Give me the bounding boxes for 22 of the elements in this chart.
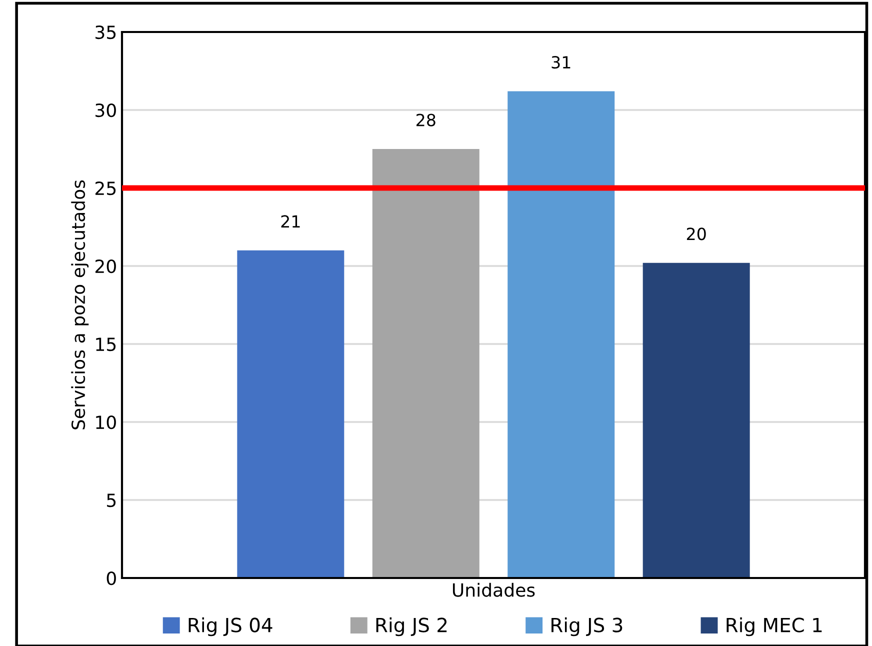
y-tick-label: 25 bbox=[95, 181, 116, 196]
bar bbox=[642, 262, 750, 578]
y-tick-label: 35 bbox=[96, 25, 116, 40]
data-label: 28 bbox=[416, 114, 436, 126]
y-tick-label: 30 bbox=[96, 103, 116, 118]
y-tick-label: 10 bbox=[96, 415, 116, 430]
data-label: 21 bbox=[281, 215, 300, 228]
legend-label: Rig MEC 1 bbox=[726, 617, 822, 636]
y-tick-label: 20 bbox=[95, 259, 116, 274]
y-tick-label: 15 bbox=[96, 338, 116, 352]
x-axis-title: Unidades bbox=[452, 582, 535, 597]
legend-label: Rig JS 04 bbox=[188, 617, 272, 636]
data-label: 31 bbox=[552, 56, 570, 69]
data-label: 20 bbox=[686, 228, 706, 240]
legend-label: Rig JS 2 bbox=[376, 617, 447, 636]
bar bbox=[508, 91, 615, 578]
y-tick-label: 5 bbox=[107, 494, 116, 508]
y-axis-title: Servicios a pozo ejecutados bbox=[71, 180, 89, 430]
legend-label: Rig JS 3 bbox=[552, 617, 622, 636]
y-tick-label: 0 bbox=[106, 571, 116, 586]
bar bbox=[372, 149, 480, 578]
bar bbox=[237, 250, 344, 578]
